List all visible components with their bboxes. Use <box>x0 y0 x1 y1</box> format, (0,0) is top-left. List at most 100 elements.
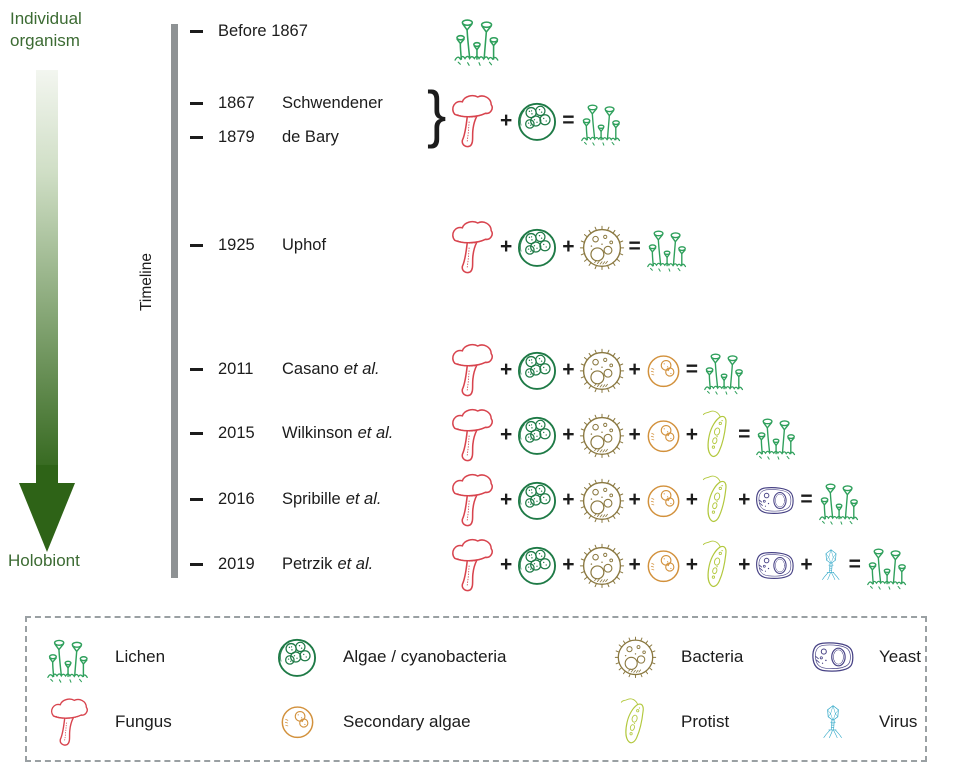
algae-icon <box>516 349 558 391</box>
plus-operator: + <box>500 358 513 381</box>
timeline-entry-before-1867: Before 1867 <box>190 22 308 41</box>
plus-operator: + <box>562 423 575 446</box>
plus-operator: + <box>628 553 641 576</box>
virus-icon <box>818 697 848 747</box>
entry-year: 1925 <box>218 236 255 254</box>
legend-label: Fungus <box>115 711 172 731</box>
bacteria-icon <box>614 634 657 679</box>
equation-1867-1879: + = <box>448 86 625 156</box>
plus-operator: + <box>562 488 575 511</box>
legend-item-algae: Algae / cyanobacteria <box>271 636 609 678</box>
tick-mark <box>190 563 203 566</box>
tick-mark <box>190 244 203 247</box>
protist-icon <box>702 408 734 462</box>
entry-year: 2016 <box>218 490 255 508</box>
lichen-icon <box>579 92 625 150</box>
plus-operator: + <box>738 488 751 511</box>
yeast-icon <box>754 483 796 518</box>
fungus-icon <box>47 696 91 748</box>
lichen-icon <box>702 341 748 399</box>
plus-operator: + <box>500 109 513 132</box>
lichen-icon <box>452 6 504 70</box>
entry-author: Wilkinson <box>282 424 353 442</box>
algae-icon <box>516 479 558 521</box>
fungus-icon <box>448 471 496 529</box>
bacteria-icon <box>579 541 625 589</box>
brace-group-1867-1879: } <box>427 79 447 150</box>
plus-operator: + <box>685 423 699 446</box>
legend-label: Lichen <box>115 646 166 666</box>
equation-2016: + + + + + = <box>448 465 863 535</box>
timeline-entry-1925: 1925 Uphof <box>190 236 326 255</box>
protist-icon <box>620 696 651 748</box>
entry-year: 2015 <box>218 424 255 442</box>
equation-before-1867 <box>452 3 504 73</box>
plus-operator: + <box>685 488 699 511</box>
fungus-icon <box>448 536 496 594</box>
entry-author-suffix: et al. <box>343 360 380 378</box>
equals-operator: = <box>800 488 813 511</box>
legend-item-lichen: Lichen <box>43 627 271 687</box>
algae-icon <box>276 636 318 678</box>
legend-label: Secondary algae <box>343 711 471 731</box>
bacteria-icon <box>579 411 625 459</box>
legend-label: Yeast <box>879 646 921 666</box>
timeline-bar <box>171 24 178 578</box>
equals-operator: = <box>738 423 751 446</box>
entry-author: Spribille <box>282 490 341 508</box>
timeline-entry-2011: 2011 Casano et al. <box>190 360 380 379</box>
legend-item-protist: Protist <box>609 696 807 748</box>
legend-label: Virus <box>879 711 918 731</box>
equals-operator: = <box>628 235 641 258</box>
individual-organism-label: Individual organism <box>10 9 82 50</box>
legend-item-bacteria: Bacteria <box>609 634 807 679</box>
equals-operator: = <box>562 109 575 132</box>
plus-operator: + <box>500 423 513 446</box>
plus-operator: + <box>500 553 513 576</box>
yeast-icon <box>810 638 856 676</box>
entry-year: 2019 <box>218 555 255 573</box>
plus-operator: + <box>500 235 513 258</box>
fungus-icon <box>448 406 496 464</box>
bacteria-icon <box>579 346 625 394</box>
lichen-icon <box>45 627 93 687</box>
entry-author-suffix: et al. <box>345 490 382 508</box>
plus-operator: + <box>562 553 575 576</box>
plus-operator: + <box>628 358 641 381</box>
algae-icon <box>516 414 558 456</box>
tick-mark <box>190 30 203 33</box>
entry-year: 2011 <box>218 360 254 378</box>
tick-mark <box>190 498 203 501</box>
entry-year: 1879 <box>218 128 255 146</box>
tick-mark <box>190 432 203 435</box>
plus-operator: + <box>562 358 575 381</box>
equation-1925: + + = <box>448 212 691 282</box>
bacteria-icon <box>579 476 625 524</box>
legend-label: Protist <box>681 711 730 731</box>
entry-author: Schwendener <box>282 94 383 112</box>
plus-operator: + <box>800 553 813 576</box>
timeline-entry-1867: 1867 Schwendener <box>190 94 383 113</box>
equals-operator: = <box>685 358 699 381</box>
equation-2011: + + + = <box>448 335 748 405</box>
plus-operator: + <box>685 553 699 576</box>
entry-year: 1867 <box>218 94 255 112</box>
legend-box: Lichen Algae / cyanobacteria Bacteria Ye… <box>25 616 927 762</box>
tick-mark <box>190 368 203 371</box>
entry-year: Before 1867 <box>218 22 308 40</box>
legend-item-fungus: Fungus <box>43 696 271 748</box>
timeline-entry-2019: 2019 Petrzik et al. <box>190 555 373 574</box>
yeast-icon <box>754 548 796 583</box>
entry-author: Casano <box>282 360 339 378</box>
fungus-icon <box>448 341 496 399</box>
fungus-icon <box>448 92 496 150</box>
entry-author: Petrzik <box>282 555 333 573</box>
algae-icon <box>516 544 558 586</box>
plus-operator: + <box>738 553 751 576</box>
equation-2015: + + + + = <box>448 400 800 470</box>
tick-mark <box>190 136 203 139</box>
timeline-entry-2015: 2015 Wilkinson et al. <box>190 424 393 443</box>
secondary-algae-icon <box>645 547 682 584</box>
fungus-icon <box>448 218 496 276</box>
